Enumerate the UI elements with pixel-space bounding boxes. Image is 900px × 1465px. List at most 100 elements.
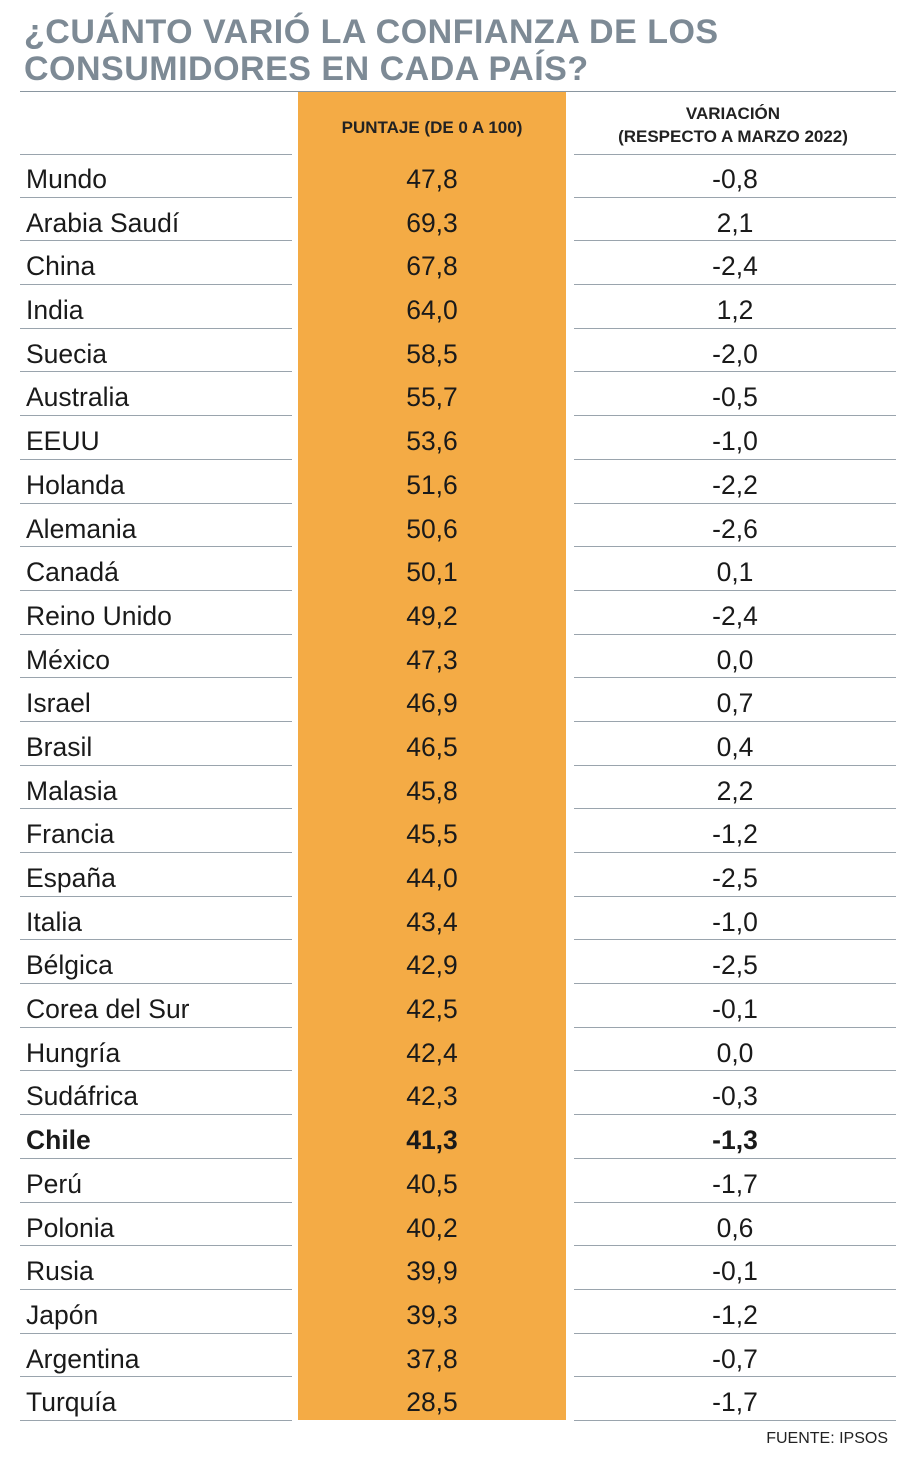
table-row: Mundo 47,8 -0,8	[20, 154, 896, 198]
table-row: Brasil 46,5 0,4	[20, 722, 896, 766]
row-divider	[20, 589, 292, 591]
row-divider	[574, 1332, 896, 1334]
row-divider	[20, 895, 292, 897]
score-cell: 41,3	[406, 1125, 458, 1156]
row-divider	[20, 939, 292, 941]
row-divider	[20, 852, 292, 853]
score-cell: 50,6	[406, 513, 458, 544]
country-cell: Perú	[26, 1168, 82, 1199]
score-cell: 39,9	[406, 1256, 458, 1287]
country-cell: Rusia	[26, 1256, 94, 1287]
row-divider	[20, 371, 292, 373]
row-divider	[574, 633, 896, 635]
row-divider	[20, 415, 292, 417]
variation-cell: -1,3	[712, 1125, 758, 1156]
country-cell: Hungría	[26, 1037, 121, 1068]
table-row: EEUU 53,6 -1,0	[20, 416, 896, 460]
row-divider	[574, 196, 896, 198]
row-divider	[20, 808, 292, 810]
row-divider	[574, 327, 896, 329]
confidence-table: Mundo 47,8 -0,8 Arabia Saudí 69,3 2,1 China 67,…	[20, 154, 896, 1421]
row-divider	[20, 1419, 292, 1421]
score-cell: 51,6	[406, 469, 458, 500]
row-divider	[20, 1070, 292, 1072]
variation-cell: 2,2	[716, 775, 754, 806]
row-divider	[574, 546, 896, 548]
table-row: Rusia 39,9 -0,1	[20, 1246, 896, 1290]
country-cell: Corea del Sur	[26, 994, 190, 1025]
row-divider	[574, 240, 896, 242]
variation-header-line-1: VARIACIÓN	[685, 104, 781, 123]
table-row: Australia 55,7 -0,5	[20, 372, 896, 417]
score-cell: 46,9	[406, 688, 458, 719]
variation-cell: -0,5	[712, 382, 758, 413]
score-cell: 49,2	[406, 600, 458, 631]
row-divider	[574, 1157, 896, 1159]
variation-cell: -2,4	[712, 600, 758, 631]
table-row: China 67,8 -2,4	[20, 241, 896, 286]
row-divider	[574, 1114, 896, 1116]
variation-cell: -0,1	[712, 1256, 758, 1287]
row-divider	[20, 1114, 292, 1116]
variation-cell: -1,0	[712, 906, 758, 937]
variation-cell: -2,6	[712, 513, 758, 544]
row-divider	[574, 764, 896, 766]
variation-cell: -2,5	[712, 863, 758, 893]
country-cell: Sudáfrica	[26, 1081, 138, 1112]
table-row: Reino Unido 49,2 -2,4	[20, 591, 896, 635]
score-column-header: PUNTAJE (DE 0 A 100)	[341, 118, 523, 137]
variation-cell: -2,2	[712, 469, 758, 500]
row-divider	[20, 1201, 292, 1203]
variation-cell: 0,1	[716, 557, 754, 588]
country-cell: Malasia	[26, 775, 118, 806]
country-cell: Bélgica	[26, 950, 113, 981]
table-row: España 44,0 -2,5	[20, 853, 896, 897]
country-cell: Reino Unido	[26, 600, 172, 631]
row-divider	[574, 895, 896, 897]
table-row: Holanda 51,6 -2,2	[20, 460, 896, 504]
row-divider	[574, 677, 896, 679]
table-top-rule	[20, 154, 292, 155]
row-divider	[20, 720, 292, 722]
score-cell: 39,3	[406, 1299, 458, 1330]
country-cell: Turquía	[26, 1387, 117, 1418]
country-cell: Alemania	[26, 513, 137, 544]
title-line-1: ¿CUÁNTO VARIÓ LA CONFIANZA DE LOS	[24, 13, 719, 51]
variation-cell: 0,0	[716, 1037, 754, 1068]
row-divider	[20, 1332, 292, 1334]
score-cell: 42,4	[406, 1037, 458, 1068]
score-cell: 43,4	[406, 906, 458, 937]
country-cell: Israel	[26, 688, 91, 719]
row-divider	[574, 371, 896, 373]
country-cell: EEUU	[26, 426, 100, 457]
variation-cell: 0,0	[716, 644, 754, 675]
score-cell: 64,0	[406, 295, 458, 326]
country-cell: Polonia	[26, 1212, 115, 1243]
score-cell: 45,8	[406, 775, 458, 806]
table-row: Chile 41,3 -1,3	[20, 1115, 896, 1159]
row-divider	[574, 720, 896, 722]
table-row: Canadá 50,1 0,1	[20, 547, 896, 591]
variation-cell: -2,4	[712, 251, 758, 282]
score-cell: 40,2	[406, 1212, 458, 1243]
row-divider	[20, 502, 292, 504]
score-cell: 42,3	[406, 1081, 458, 1112]
row-divider	[20, 327, 292, 329]
table-top-rule	[574, 154, 896, 155]
variation-cell: 0,7	[716, 688, 754, 719]
variation-cell: -0,3	[712, 1081, 758, 1112]
row-divider	[574, 415, 896, 417]
table-row: Suecia 58,5 -2,0	[20, 329, 896, 373]
page-title: ¿CUÁNTO VARIÓ LA CONFIANZA DE LOS CONSUM…	[24, 14, 884, 88]
score-cell: 47,3	[406, 644, 458, 675]
row-divider	[574, 983, 896, 985]
row-divider	[574, 284, 896, 286]
variation-cell: 2,1	[716, 207, 754, 238]
row-divider	[574, 589, 896, 591]
score-cell: 53,6	[406, 426, 458, 457]
score-cell: 46,5	[406, 731, 458, 762]
variation-cell: -1,0	[712, 426, 758, 457]
source-note: FUENTE: IPSOS	[766, 1430, 888, 1447]
country-cell: Chile	[26, 1125, 91, 1156]
table-row: Bélgica 42,9 -2,5	[20, 940, 896, 985]
